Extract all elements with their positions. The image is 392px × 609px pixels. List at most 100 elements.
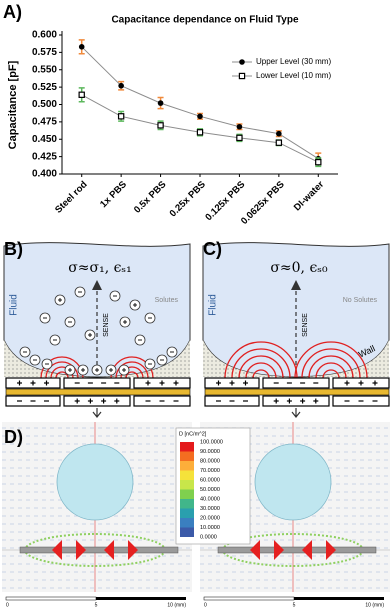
legend-marker — [239, 59, 245, 65]
legend-label: 10.0000 — [200, 525, 220, 531]
field-hotspot — [76, 540, 86, 560]
scale-bar — [203, 596, 295, 601]
legend-label: 50.0000 — [200, 487, 220, 493]
legend-label: Lower Level (10 mm) — [256, 71, 331, 80]
legend-swatch — [180, 499, 194, 509]
panel-label: D) — [4, 427, 23, 447]
electrode — [262, 395, 330, 407]
legend-swatch — [180, 480, 194, 490]
y-tick-label: 0.450 — [32, 134, 57, 145]
x-tick-label: DI-water — [292, 179, 326, 213]
point — [197, 113, 203, 120]
substrate — [5, 388, 191, 396]
point — [157, 100, 164, 106]
legend-label: 60.0000 — [200, 477, 220, 483]
field-line — [301, 348, 361, 379]
y-tick-label: 0.550 — [32, 64, 57, 75]
y-tick-label: 0.525 — [32, 82, 57, 93]
point — [78, 44, 85, 50]
legend-label: 20.0000 — [200, 515, 220, 521]
legend-label: Upper Level (30 mm) — [256, 57, 331, 66]
formula: σ≈0, ϵₛ₀ — [270, 260, 328, 276]
fluid-label: Fluid — [9, 294, 20, 316]
legend-swatch — [180, 442, 194, 452]
field-line — [125, 371, 139, 379]
legend-swatch — [180, 527, 194, 537]
field-line — [224, 341, 298, 379]
substrate — [204, 388, 390, 396]
scale-label: 5 — [95, 602, 98, 608]
y-axis-label: Capacitance [pF] — [7, 60, 19, 149]
x-tick-label: 0.25x PBS — [168, 179, 208, 219]
point — [78, 91, 85, 98]
sense-label: SENSE — [302, 313, 309, 337]
field-hotspot — [52, 540, 62, 560]
electrode — [262, 377, 330, 389]
note: No Solutes — [343, 297, 378, 304]
y-tick-label: 0.600 — [32, 30, 57, 41]
point — [236, 123, 243, 130]
field-hotspot — [250, 540, 260, 560]
field-hotspot — [326, 540, 336, 560]
formula: σ≈σ₁, ϵₛ₁ — [68, 260, 132, 276]
field-legend: D [nC/m^2] 100.0000 90.0000 80.0000 70.0000 6… — [175, 427, 251, 545]
field-line — [231, 348, 291, 379]
field-line — [308, 355, 354, 379]
legend-label: 30.0000 — [200, 506, 220, 512]
field-line — [294, 341, 368, 379]
field-line — [322, 369, 340, 379]
scale-label: 0 — [6, 602, 9, 608]
note: Solutes — [155, 297, 179, 304]
legend-swatch — [180, 470, 194, 480]
point — [315, 158, 322, 166]
field-line — [238, 355, 284, 379]
field-hotspot — [274, 540, 284, 560]
point — [118, 82, 124, 89]
field-line — [45, 361, 79, 379]
legend-label: 80.0000 — [200, 458, 220, 464]
legend-label: 40.0000 — [200, 496, 220, 502]
field-line — [115, 361, 149, 379]
scale-label: 0 — [204, 602, 207, 608]
legend-swatch — [180, 518, 194, 528]
point — [117, 113, 125, 120]
legend-label: 100.0000 — [200, 439, 223, 445]
y-tick-label: 0.400 — [32, 169, 57, 180]
field-line — [315, 362, 347, 379]
field-hotspot — [302, 540, 312, 560]
legend-swatch — [180, 508, 194, 518]
down-arrow — [92, 408, 102, 418]
scale-label: 5 — [293, 602, 296, 608]
field-line — [55, 371, 69, 379]
rod — [19, 546, 179, 554]
sphere — [254, 443, 332, 521]
panel-label: A) — [3, 2, 22, 22]
y-tick-label: 0.500 — [32, 99, 57, 110]
panel-label: B) — [4, 239, 23, 259]
x-tick-label: Steel rod — [53, 179, 90, 216]
arrow-head — [92, 280, 102, 290]
x-tick-label: 0.5x PBS — [132, 179, 169, 216]
point — [196, 129, 204, 136]
field-hotspot — [128, 540, 138, 560]
fluid-label: Fluid — [208, 294, 219, 316]
legend-label: 0.0000 — [200, 534, 217, 540]
electrode — [63, 377, 131, 389]
wall — [97, 340, 190, 377]
down-arrow — [291, 408, 301, 418]
diagram-panel: B) σ≈σ₁, ϵₛ₁ Fluid Solutes SENSE — [3, 239, 191, 418]
sense-label: SENSE — [103, 313, 110, 337]
field-hotspot — [104, 540, 114, 560]
sphere — [56, 443, 134, 521]
scale-label: 10 (mm) — [365, 602, 384, 608]
scale-bar — [5, 596, 97, 601]
legend-label: 70.0000 — [200, 468, 220, 474]
legend-swatch — [180, 451, 194, 461]
y-tick-label: 0.425 — [32, 151, 57, 162]
legend-marker — [238, 72, 246, 80]
scale-label: 10 (mm) — [167, 602, 186, 608]
chart-title: Capacitance dependance on Fluid Type — [111, 15, 299, 26]
scale-bar — [96, 597, 186, 600]
